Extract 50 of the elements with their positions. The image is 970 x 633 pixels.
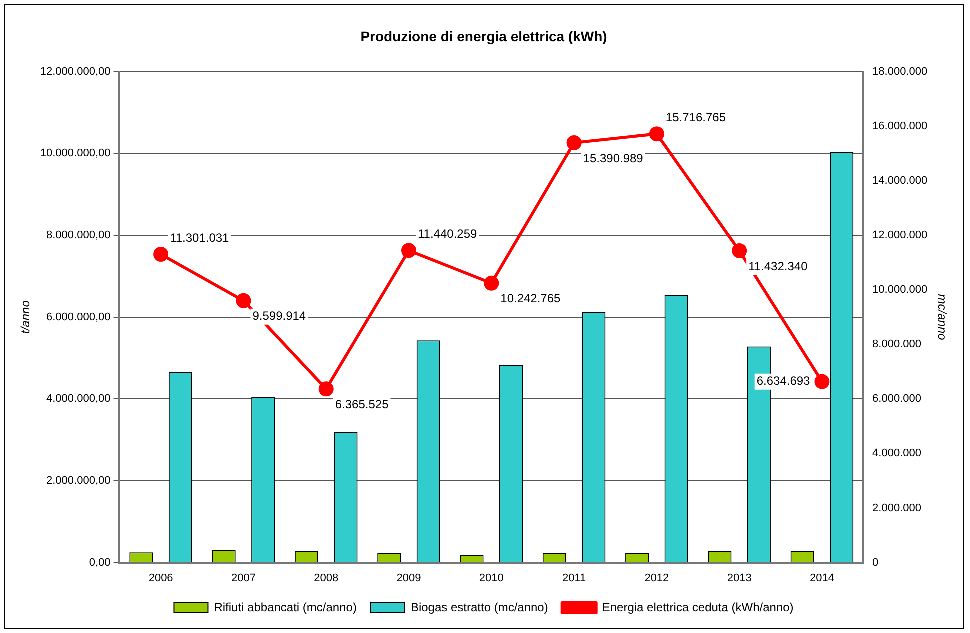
y2-tick-label: 6.000.000 <box>872 393 922 406</box>
point <box>732 243 748 258</box>
y2-tick-label: 0 <box>872 556 879 569</box>
y-axis-title: t/anno <box>18 300 33 334</box>
data-label: 11.440.259 <box>418 227 478 242</box>
point <box>154 247 169 262</box>
data-label: 10.242.765 <box>500 292 562 306</box>
x-tick-label: 2014 <box>810 572 834 584</box>
y2-tick-label: 14.000.000 <box>872 174 928 187</box>
legend-label: Rifiuti abbancati (mc/anno) <box>214 600 357 614</box>
x-tick-label: 2012 <box>644 572 670 584</box>
x-tick-label: 2010 <box>479 572 504 584</box>
x-tick-label: 2008 <box>314 572 339 584</box>
legend-label: Biogas estratto (mc/anno) <box>410 600 548 614</box>
data-label: 15.390.989 <box>583 151 644 166</box>
y-tick-label: 0,00 <box>89 556 111 569</box>
x-tick-label: 2011 <box>562 572 586 584</box>
chart-title: Produzione di energia elettrica (kWh) <box>360 28 608 44</box>
x-tick-label: 2009 <box>396 572 422 584</box>
point <box>484 276 500 291</box>
y-tick-label: 8.000.000,00 <box>46 230 111 242</box>
data-label: 11.432.340 <box>748 259 808 274</box>
x-tick-label: 2013 <box>727 572 752 584</box>
y2-axis-title: mc/anno <box>935 294 950 341</box>
data-label: 9.599.914 <box>252 309 306 324</box>
y2-tick-label: 12.000.000 <box>872 230 928 242</box>
point <box>566 135 582 150</box>
y-tick-label: 10.000.000,00 <box>40 148 111 160</box>
y2-tick-label: 8.000.000 <box>872 338 922 351</box>
x-tick-label: 2006 <box>148 572 174 584</box>
y-tick-label: 6.000.000,00 <box>46 311 111 324</box>
y-tick-label: 12.000.000,00 <box>40 66 111 78</box>
legend-label: Energia elettrica ceduta (kWh/anno) <box>602 600 794 614</box>
point <box>318 382 334 397</box>
point <box>649 126 664 142</box>
y2-tick-label: 10.000.000 <box>872 284 928 296</box>
y2-tick-label: 16.000.000 <box>872 120 928 132</box>
y-tick-label: 4.000.000,00 <box>46 393 111 406</box>
point <box>402 243 416 258</box>
data-label: 11.301.031 <box>170 230 230 245</box>
y2-tick-label: 18.000.000 <box>872 66 928 78</box>
point <box>814 374 830 390</box>
y2-tick-label: 2.000.000 <box>872 502 922 514</box>
x-tick-label: 2007 <box>231 572 256 584</box>
y-tick-label: 2.000.000,00 <box>46 475 111 487</box>
data-label: 15.716.765 <box>666 110 726 124</box>
data-label: 6.634.693 <box>756 374 811 388</box>
point <box>236 293 252 308</box>
data-label: 6.365.525 <box>335 397 390 412</box>
y2-tick-label: 4.000.000 <box>872 448 922 460</box>
